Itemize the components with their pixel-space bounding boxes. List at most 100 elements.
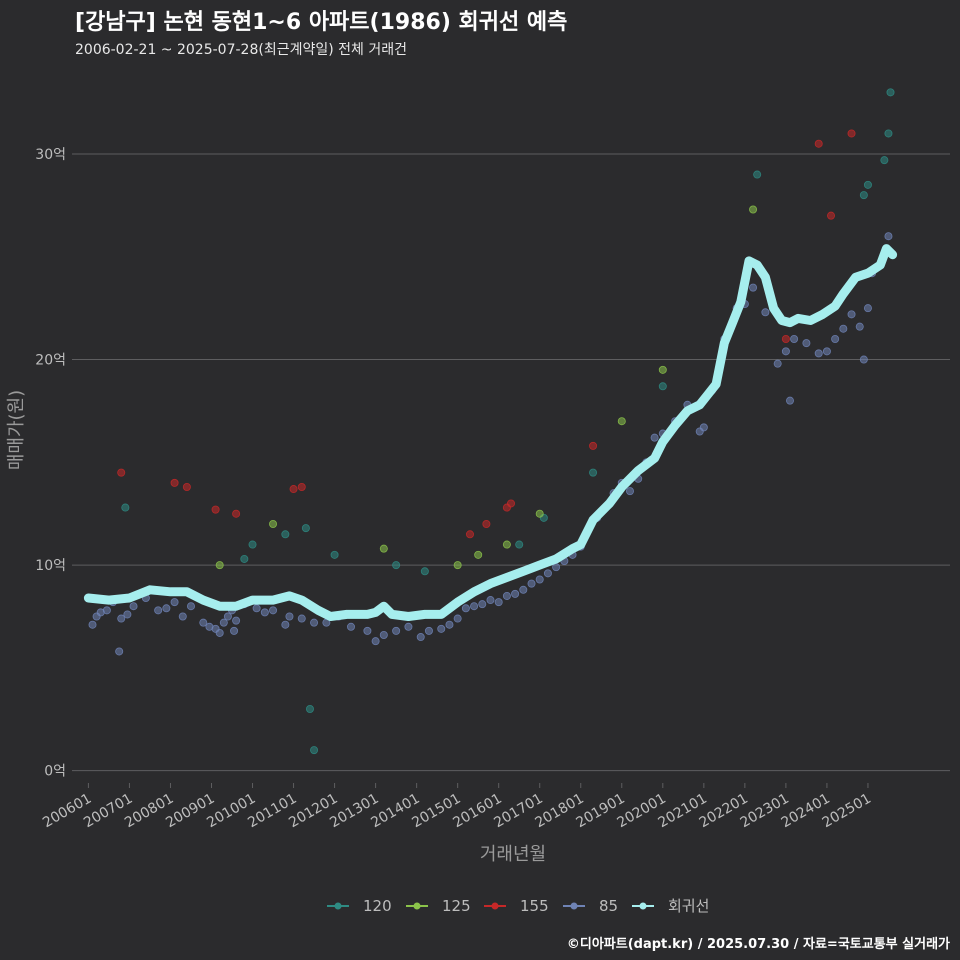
data-point-85 [199,618,208,627]
legend-label: 125 [442,897,471,915]
data-point-125 [617,417,626,426]
data-point-120 [121,503,130,512]
data-point-120 [886,88,895,97]
y-axis-ticks: 0억 10억 20억 30억 [35,147,66,780]
data-point-125 [749,205,758,214]
y-tick-label: 30억 [35,147,66,163]
data-point-155 [170,478,179,487]
data-point-85 [252,604,261,613]
data-point-120 [658,382,667,391]
data-point-85 [831,334,840,343]
data-point-125 [453,561,462,570]
data-point-85 [699,423,708,432]
legend: 120 125 155 85 회귀선 [327,897,709,915]
data-point-85 [749,283,758,292]
data-point-125 [215,561,224,570]
legend-swatch-dot [570,902,578,910]
data-point-120 [515,540,524,549]
legend-swatch-dot [639,902,647,910]
chart-subtitle: 2006-02-21 ~ 2025-07-28(최근계약일) 전체 거래건 [75,42,407,58]
data-point-85 [847,310,856,319]
data-point-85 [511,589,520,598]
data-point-85 [371,637,380,646]
legend-label: 85 [599,897,618,915]
data-point-85 [884,232,893,241]
data-point-85 [281,620,290,629]
data-point-85 [88,620,97,629]
data-point-85 [625,487,634,496]
data-point-155 [211,505,220,514]
legend-label: 155 [520,897,549,915]
data-point-85 [129,602,138,611]
data-point-120 [884,129,893,138]
data-point-85 [416,633,425,642]
data-point-155 [182,482,191,491]
data-point-85 [863,304,872,313]
data-point-85 [162,604,171,613]
data-point-85 [178,612,187,621]
data-point-120 [310,746,319,755]
x-axis-label: 거래년월 [480,844,546,865]
data-point-125 [502,540,511,549]
data-point-120 [301,524,310,533]
data-point-155 [847,129,856,138]
y-tick-label: 0억 [44,764,66,780]
legend-label: 회귀선 [668,897,709,915]
data-point-155 [506,499,515,508]
gridlines [72,153,950,772]
data-point-85 [445,620,454,629]
regression-line [83,244,898,621]
data-point-85 [115,647,124,656]
data-point-85 [519,585,528,594]
data-point-85 [478,600,487,609]
data-point-155 [297,482,306,491]
data-point-125 [474,550,483,559]
data-point-85 [761,308,770,317]
data-point-85 [170,598,179,607]
data-point-85 [527,579,536,588]
data-point-155 [465,530,474,539]
data-point-120 [281,530,290,539]
data-point-85 [123,610,132,619]
data-point-155 [232,509,241,518]
data-point-85 [437,624,446,633]
data-point-120 [589,468,598,477]
data-point-155 [781,334,790,343]
data-point-120 [753,170,762,179]
y-tick-label: 10억 [35,558,66,574]
footer-credit: ©디아파트(dapt.kr) / 2025.07.30 / 자료=국토교통부 실… [567,936,950,952]
data-point-85 [461,604,470,613]
data-point-85 [186,602,195,611]
data-point-85 [285,612,294,621]
data-point-120 [392,561,401,570]
data-point-85 [232,616,241,625]
data-point-85 [535,575,544,584]
data-point-85 [839,324,848,333]
data-point-85 [363,626,372,635]
data-point-85 [346,622,355,631]
data-point-85 [117,614,126,623]
data-point-85 [310,618,319,627]
data-point-120 [305,705,314,714]
legend-label: 120 [363,897,392,915]
data-point-85 [154,606,163,615]
data-point-85 [392,626,401,635]
data-point-120 [330,550,339,559]
data-point-120 [859,191,868,200]
data-point-120 [240,554,249,563]
data-point-85 [379,631,388,640]
data-point-125 [658,365,667,374]
data-point-85 [424,626,433,635]
data-point-85 [230,626,239,635]
regression-line-group [83,244,898,621]
data-point-85 [404,622,413,631]
data-point-85 [102,606,111,615]
data-point-155 [589,441,598,450]
data-point-85 [494,598,503,607]
data-point-85 [650,433,659,442]
data-point-85 [802,339,811,348]
data-point-120 [863,180,872,189]
data-point-85 [297,614,306,623]
legend-swatch-dot [413,902,421,910]
